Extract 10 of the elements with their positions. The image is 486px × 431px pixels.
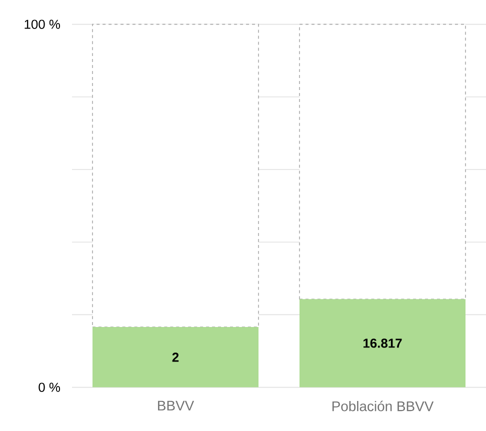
annotation: 16.817	[364, 338, 402, 348]
x-tick-label: Población BBVV	[332, 400, 434, 412]
annotation: 2	[172, 352, 179, 362]
bar	[299, 24, 466, 300]
bar	[92, 24, 259, 328]
y-tick-label: 0 %	[38, 382, 60, 392]
x-tick-label: BBVV	[158, 400, 194, 410]
bar	[92, 327, 259, 388]
y-tick-label: 100 %	[24, 20, 60, 29]
bar	[300, 299, 466, 388]
